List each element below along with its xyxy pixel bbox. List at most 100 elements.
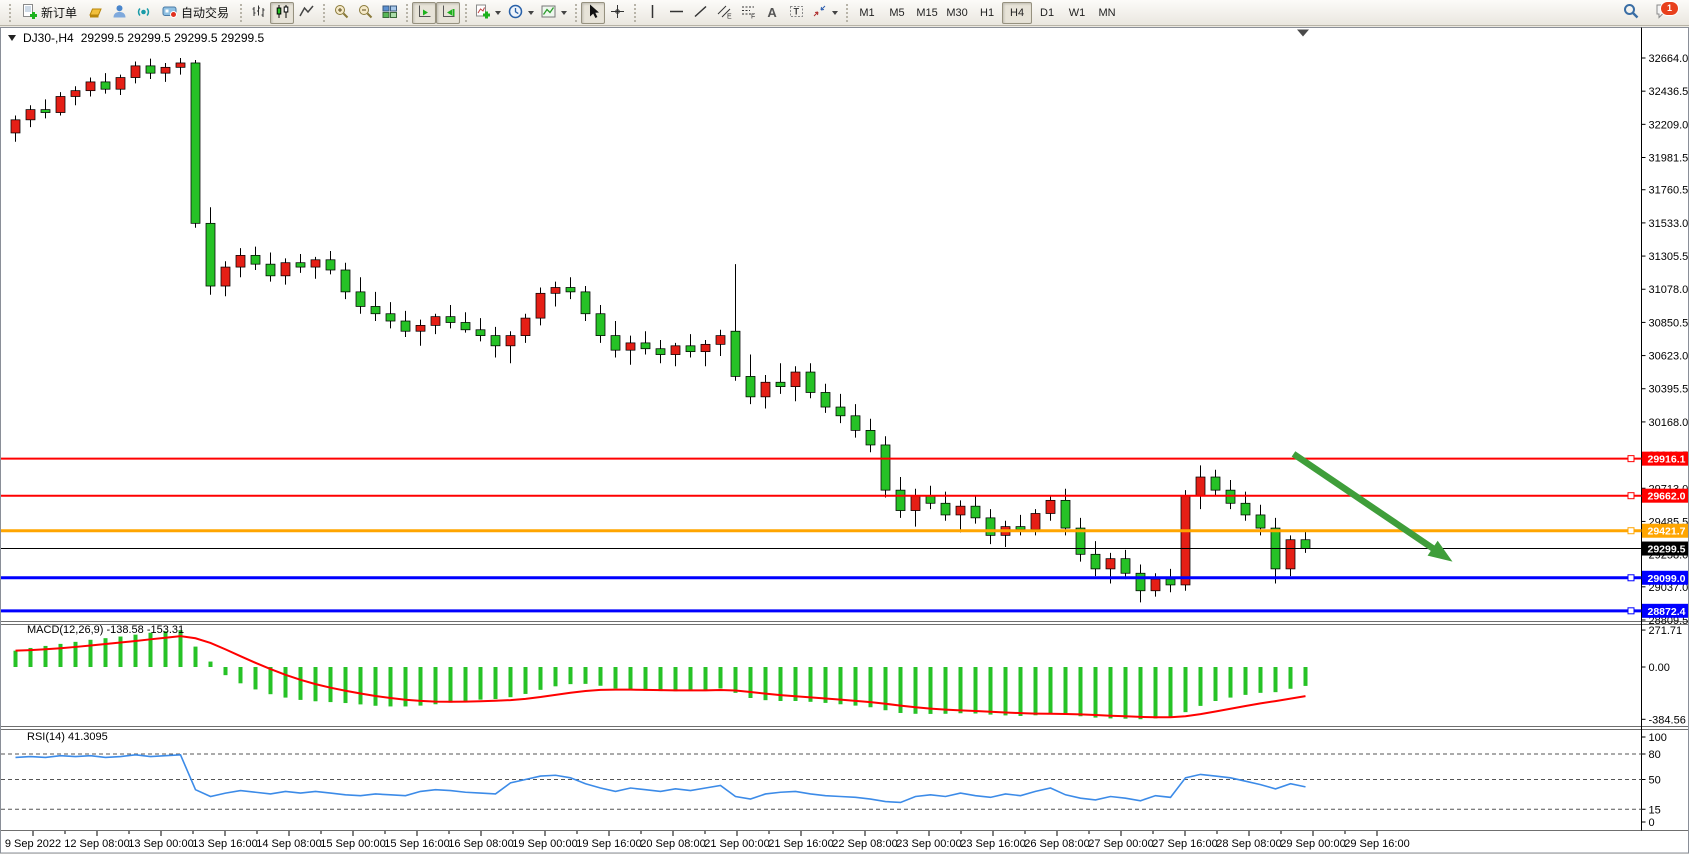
svg-text:29916.1: 29916.1 (1648, 454, 1686, 466)
macd-indicator-label: MACD(12,26,9) -138.58 -153.31 (27, 624, 185, 636)
hline-handle-29662.0[interactable] (1627, 492, 1635, 500)
arrows-dropdown-caret[interactable] (832, 10, 839, 15)
toolbar-separator (572, 2, 580, 23)
hline-handle-29099.0[interactable] (1627, 574, 1635, 582)
hline-handle-29916.1[interactable] (1627, 455, 1635, 463)
timeframe-m5-button[interactable]: M5 (889, 6, 905, 19)
signals-button[interactable] (131, 2, 155, 24)
toolbar-drag-handle[interactable] (6, 2, 13, 23)
horizontal-line-icon (668, 3, 685, 23)
text-label-icon: T (788, 3, 805, 23)
svg-text:29 Sep 16:00: 29 Sep 16:00 (1344, 838, 1409, 850)
svg-text:30623.0: 30623.0 (1649, 351, 1689, 363)
trendline-tool-button[interactable] (688, 2, 712, 24)
vertical-line-tool-button[interactable] (640, 2, 664, 24)
broadcast-icon (135, 3, 152, 23)
arrow-shapes-icon (811, 3, 828, 23)
timeframe-h4-button[interactable]: H4 (1002, 1, 1033, 24)
svg-text:13 Sep 00:00: 13 Sep 00:00 (128, 838, 193, 850)
fibonacci-tool-button[interactable]: F (736, 2, 760, 24)
templates-dropdown-caret[interactable] (561, 10, 568, 15)
periods-dropdown-caret[interactable] (528, 10, 535, 15)
timeframe-mn-button[interactable]: MN (1098, 6, 1116, 19)
svg-text:31305.5: 31305.5 (1649, 251, 1689, 263)
svg-text:0.00: 0.00 (1649, 662, 1670, 674)
tile-windows-button[interactable] (377, 2, 401, 24)
text-tool-button[interactable]: A (760, 2, 784, 24)
price-chart-svg[interactable]: 32664.0 32436.5 32209.0 31981.5 31760.5 31533… (0, 27, 1689, 854)
svg-text:19 Sep 00:00: 19 Sep 00:00 (512, 838, 577, 850)
toolbar-separator (843, 2, 851, 23)
clock-icon (507, 3, 524, 23)
zoom-in-button[interactable] (329, 2, 353, 24)
autotrading-button[interactable]: 自动交易 (155, 2, 235, 24)
rsi-axis[interactable]: 100 80 50 150 (1641, 732, 1667, 829)
svg-text:29 Sep 00:00: 29 Sep 00:00 (1280, 838, 1345, 850)
chart-shift-marker-icon[interactable] (1297, 29, 1309, 37)
svg-text:27 Sep 16:00: 27 Sep 16:00 (1152, 838, 1217, 850)
autotrading-icon (161, 3, 178, 23)
notifications-button[interactable]: 1 (1651, 0, 1679, 24)
timeframe-w1-button[interactable]: W1 (1068, 6, 1086, 19)
cursor-tool-button[interactable] (581, 1, 606, 24)
one-click-trading-toggle-icon[interactable] (8, 35, 16, 41)
search-button[interactable] (1619, 2, 1643, 24)
timeframe-m1-button[interactable]: M1 (859, 6, 875, 19)
template-icon (540, 3, 557, 23)
search-icon (1622, 2, 1640, 23)
trend-arrow-object[interactable] (1291, 451, 1453, 562)
mql5-community-button[interactable] (107, 2, 131, 24)
candlestick-chart-button[interactable] (270, 1, 295, 24)
chart-shift-button[interactable] (436, 1, 461, 24)
svg-text:20 Sep 08:00: 20 Sep 08:00 (640, 838, 705, 850)
svg-text:271.71: 271.71 (1649, 625, 1683, 637)
chart-shift-icon (440, 3, 457, 23)
templates-button[interactable] (537, 2, 570, 24)
timeframe-m15-button[interactable]: M15 (916, 6, 938, 19)
notification-count-badge: 1 (1660, 0, 1679, 16)
horizontal-line-tool-button[interactable] (664, 2, 688, 24)
indicators-dropdown-caret[interactable] (495, 10, 502, 15)
price-badge-29662.0 (1642, 488, 1688, 503)
svg-text:T: T (793, 6, 799, 16)
svg-text:29421.7: 29421.7 (1648, 526, 1686, 538)
timeframe-h1-button[interactable]: H1 (980, 6, 995, 19)
price-badge-29916.1 (1642, 451, 1688, 466)
auto-scroll-button[interactable] (412, 1, 437, 24)
svg-text:30850.5: 30850.5 (1649, 317, 1689, 329)
new-order-button[interactable]: 新订单 (15, 2, 83, 24)
timeframe-m30-button[interactable]: M30 (946, 6, 968, 19)
metaeditor-button[interactable] (83, 2, 107, 24)
svg-text:19 Sep 16:00: 19 Sep 16:00 (576, 838, 641, 850)
auto-scroll-icon (416, 3, 433, 23)
line-chart-icon (298, 3, 315, 23)
rsi-line (15, 754, 1306, 804)
metaeditor-icon (87, 3, 104, 23)
indicators-button[interactable] (471, 2, 504, 24)
new-order-icon (21, 3, 38, 23)
periods-button[interactable] (504, 2, 537, 24)
macd-axis[interactable]: 271.71 0.00 -384.56 (1641, 625, 1686, 726)
hline-handle-28872.4[interactable] (1627, 607, 1635, 615)
timeframe-d1-button[interactable]: D1 (1040, 6, 1055, 19)
equidistant-channel-tool-button[interactable]: E (712, 2, 736, 24)
hline-handle-29421.7[interactable] (1627, 527, 1635, 535)
bar-chart-button[interactable] (246, 2, 270, 24)
text-label-tool-button[interactable]: T (784, 2, 808, 24)
candlesticks (10, 58, 1311, 603)
main-toolbar: 新订单 自动交易 (0, 0, 1689, 26)
arrows-tool-button[interactable] (808, 2, 841, 24)
crosshair-tool-button[interactable] (605, 2, 629, 24)
autotrading-label: 自动交易 (181, 6, 230, 20)
toolbar-separator (462, 2, 470, 23)
indicators-icon (474, 3, 491, 23)
svg-text:28872.4: 28872.4 (1648, 606, 1686, 618)
zoom-out-button[interactable] (353, 2, 377, 24)
price-badge-29421.7 (1642, 523, 1688, 538)
line-chart-button[interactable] (294, 2, 318, 24)
person-icon (111, 3, 128, 23)
toolbar-separator (237, 2, 245, 23)
svg-text:31078.0: 31078.0 (1649, 284, 1689, 296)
